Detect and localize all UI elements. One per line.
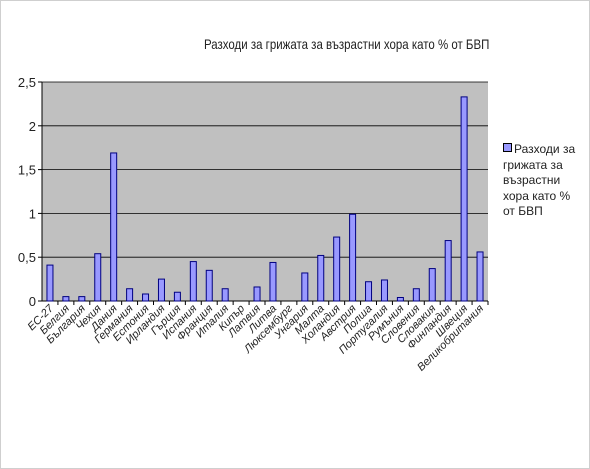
bar (142, 293, 150, 302)
bar (62, 296, 70, 302)
chart-legend: Разходи за грижата за възрастни хора кат… (503, 142, 583, 220)
bar (269, 261, 277, 302)
y-tick-label: 0 (29, 294, 36, 309)
bar (253, 286, 261, 302)
bar (460, 96, 468, 302)
bar (78, 296, 86, 302)
y-tick-label: 0,5 (18, 250, 36, 265)
bar (333, 236, 341, 302)
bar (94, 253, 102, 302)
bar (301, 272, 309, 302)
bar (126, 288, 134, 302)
y-tick-label: 1 (29, 206, 36, 221)
bar (365, 281, 373, 302)
legend-swatch (503, 143, 512, 152)
bar (157, 278, 165, 302)
y-tick-label: 2 (29, 119, 36, 134)
legend-label: Разходи за грижата за възрастни хора кат… (503, 142, 576, 218)
y-tick-label: 2,5 (18, 75, 36, 90)
bar (412, 288, 420, 302)
bar (396, 296, 404, 302)
bar (349, 213, 357, 302)
bar (380, 279, 388, 302)
bar (189, 261, 197, 302)
bar (110, 152, 118, 302)
bar (46, 264, 54, 302)
bar (205, 269, 213, 302)
bar (428, 268, 436, 302)
y-tick-label: 1,5 (18, 163, 36, 178)
bar (444, 240, 452, 302)
chart-title: Разходи за грижата за възрастни хора кат… (204, 36, 490, 52)
bar (317, 254, 325, 302)
bar (173, 291, 181, 302)
bar (221, 288, 229, 302)
bar (476, 251, 484, 302)
plot-area (42, 82, 488, 301)
